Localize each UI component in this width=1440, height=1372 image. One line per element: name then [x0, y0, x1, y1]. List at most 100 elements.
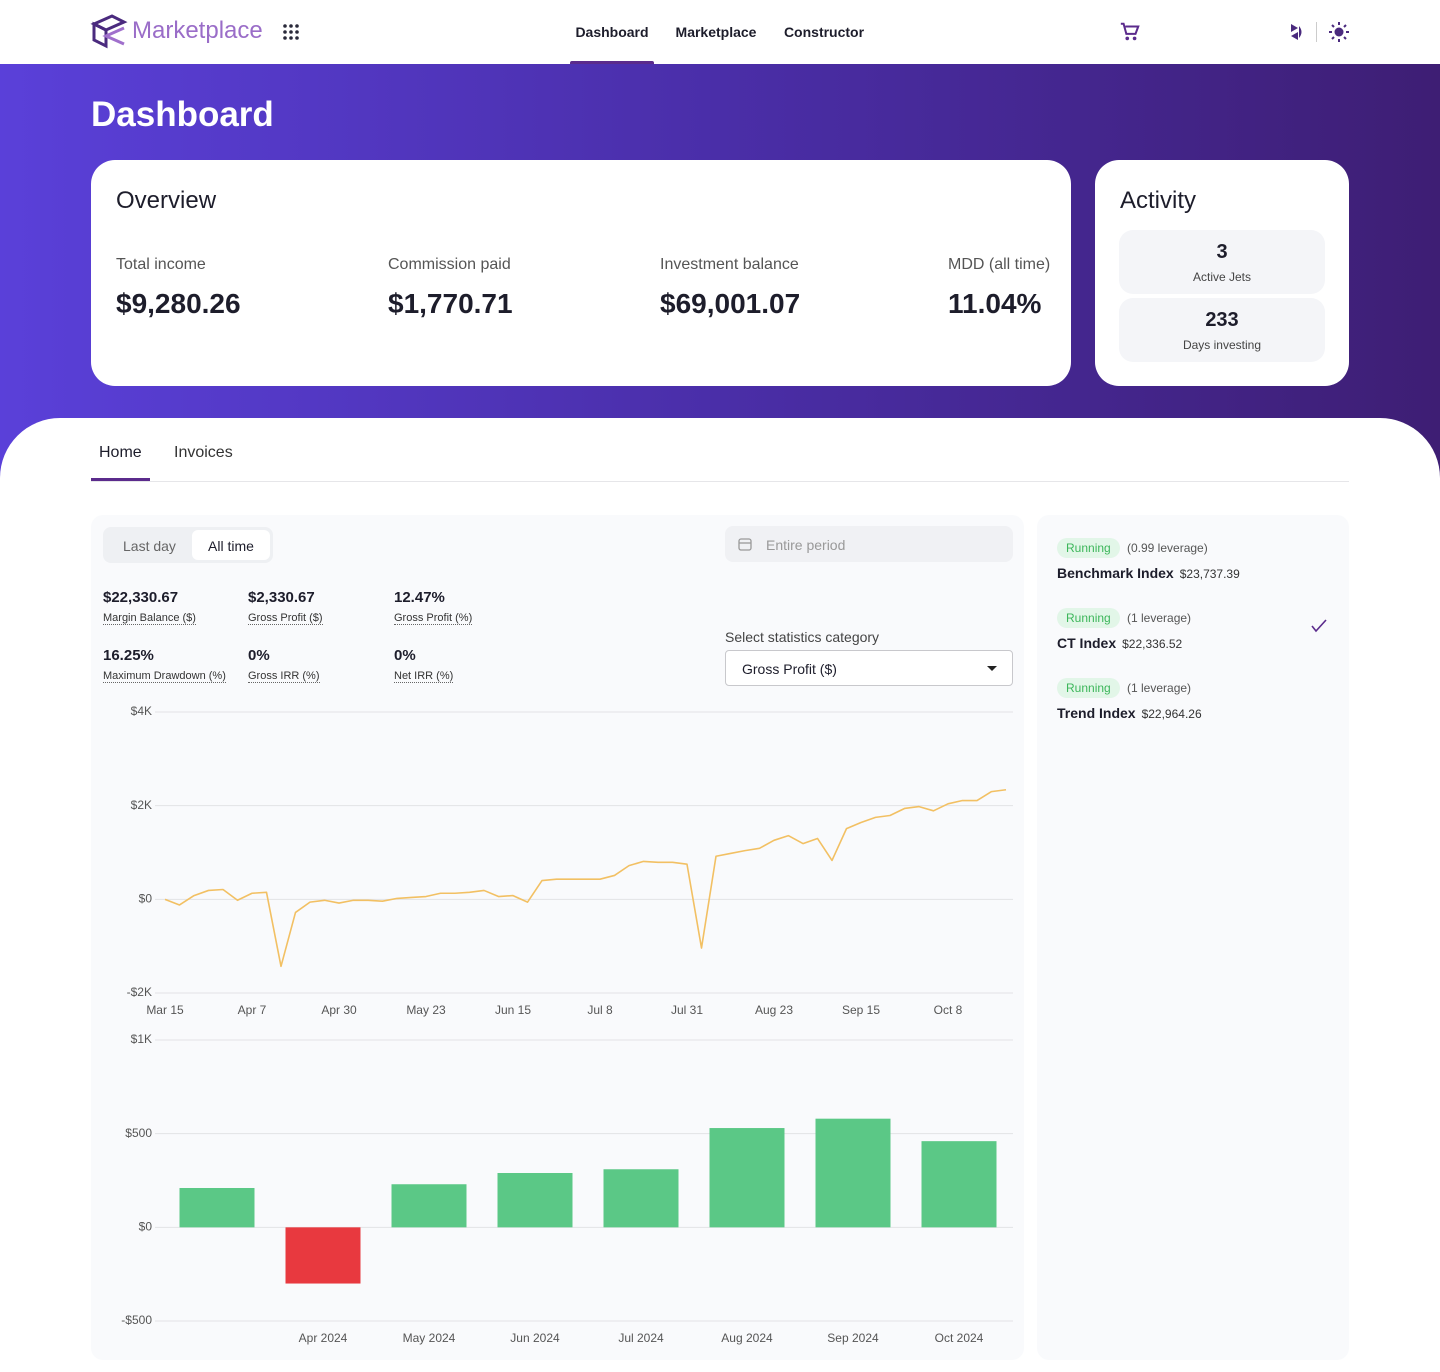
status-badge: Running — [1057, 608, 1120, 628]
leverage: (0.99 leverage) — [1127, 541, 1208, 555]
metric-label: MDD (all time) — [948, 256, 1051, 273]
nav-link[interactable]: Dashboard — [575, 24, 649, 40]
cart-icon[interactable] — [1119, 21, 1141, 43]
metric-value: 11.04% — [948, 288, 1042, 319]
activity-card: Activity 3 Active Jets 233 Days investin… — [1095, 160, 1349, 386]
jet-title: Benchmark Index — [1057, 565, 1174, 581]
stat-value: 0% — [248, 647, 270, 664]
nav-active-indicator — [570, 61, 654, 64]
stat-label: Maximum Drawdown (%) — [103, 670, 226, 683]
bar — [603, 1169, 679, 1228]
x-tick-label: Apr 2024 — [299, 1331, 348, 1345]
activity-label: Days investing — [1182, 338, 1262, 352]
stat-value: 12.47% — [394, 589, 445, 606]
metric-label: Total income — [116, 256, 206, 273]
jet-name[interactable]: Trend Index $22,964.26 — [1057, 705, 1202, 721]
nav-link[interactable]: Constructor — [783, 24, 865, 40]
bar — [179, 1187, 255, 1228]
tab-indicator — [91, 478, 150, 481]
toggle-option[interactable]: Last day — [123, 538, 176, 554]
metric-label: Commission paid — [388, 256, 511, 273]
dropdown-caret — [987, 666, 997, 671]
bar — [815, 1118, 891, 1228]
toggle-option[interactable]: All time — [208, 538, 254, 554]
x-tick-label: Sep 2024 — [827, 1331, 879, 1345]
stat-value: $2,330.67 — [248, 589, 315, 606]
bar — [921, 1141, 997, 1228]
stat-value: 0% — [394, 647, 416, 664]
jet-amount: $22,964.26 — [1141, 707, 1202, 721]
category-select[interactable]: Gross Profit ($) — [725, 650, 1013, 686]
y-tick-label: $500 — [125, 1126, 152, 1140]
y-tick-label: -$2K — [127, 985, 152, 999]
x-tick-label: May 2024 — [403, 1331, 456, 1345]
activity-label: Active Jets — [1192, 270, 1252, 284]
jet-amount: $23,737.39 — [1179, 567, 1240, 581]
top-bar: Marketplace Dashboard Marketplace Constr… — [0, 0, 1440, 64]
theme-icon[interactable] — [1329, 22, 1349, 42]
stat-label: Net IRR (%) — [394, 670, 454, 683]
x-tick-label: Oct 2024 — [935, 1331, 984, 1345]
activity-item: 233 Days investing — [1119, 298, 1325, 362]
jet-title: Trend Index — [1057, 705, 1136, 721]
y-tick-label: $2K — [131, 798, 152, 812]
card-title: Overview — [116, 187, 217, 214]
x-tick-label: Jul 2024 — [618, 1331, 664, 1345]
x-tick-label: Jun 15 — [495, 1003, 531, 1017]
y-tick-label: $1K — [131, 1032, 152, 1046]
toggle-active — [192, 530, 270, 560]
apps-icon[interactable] — [283, 24, 299, 40]
jet-title: CT Index — [1057, 635, 1117, 651]
jet-amount: $22,336.52 — [1122, 637, 1183, 651]
jets-panel — [1037, 515, 1349, 1360]
activity-value: 3 — [1216, 241, 1228, 263]
tabs-divider — [91, 481, 1349, 482]
overview-card: Overview Total income $9,280.26 Commissi… — [91, 160, 1071, 386]
divider — [1316, 22, 1317, 42]
brand[interactable]: Marketplace — [132, 17, 263, 44]
y-tick-label: -$500 — [121, 1313, 152, 1327]
stat-value: 16.25% — [103, 647, 154, 664]
x-tick-label: Sep 15 — [842, 1003, 880, 1017]
x-tick-label: Oct 8 — [934, 1003, 963, 1017]
leverage: (1 leverage) — [1127, 611, 1192, 625]
x-tick-label: Jul 31 — [671, 1003, 703, 1017]
logo-icon — [90, 14, 128, 49]
nav-link[interactable]: Marketplace — [675, 24, 757, 40]
activity-value: 233 — [1205, 309, 1239, 331]
date-filter[interactable]: Entire period — [725, 526, 1013, 562]
x-tick-label: Mar 15 — [146, 1003, 184, 1017]
page-title: Dashboard — [91, 95, 274, 134]
jet-name[interactable]: Benchmark Index $23,737.39 — [1057, 565, 1240, 581]
stat-label: Gross Profit ($) — [248, 612, 323, 625]
select-label: Select statistics category — [725, 629, 880, 645]
x-tick-label: May 23 — [406, 1003, 446, 1017]
x-tick-label: Aug 2024 — [721, 1331, 773, 1345]
period-toggle: Last day All time — [103, 527, 273, 563]
y-tick-label: $0 — [139, 1220, 153, 1234]
x-tick-label: Jun 2024 — [510, 1331, 560, 1345]
y-tick-label: $4K — [131, 704, 152, 718]
account-icon[interactable] — [1289, 23, 1305, 41]
stat-label: Gross Profit (%) — [394, 612, 473, 625]
line-series — [164, 788, 1007, 968]
bar — [391, 1184, 467, 1228]
calendar-icon — [738, 538, 752, 551]
tab[interactable]: Invoices — [174, 444, 233, 461]
tab[interactable]: Home — [99, 444, 142, 461]
x-tick-label: Apr 7 — [238, 1003, 267, 1017]
card-title: Activity — [1120, 187, 1197, 214]
bar — [497, 1173, 573, 1228]
leverage: (1 leverage) — [1127, 681, 1192, 695]
metric-value: $9,280.26 — [116, 288, 241, 319]
jet-name[interactable]: CT Index $22,336.52 — [1057, 635, 1182, 651]
activity-item: 3 Active Jets — [1119, 230, 1325, 294]
date-filter-text: Entire period — [766, 537, 846, 553]
status-badge: Running — [1057, 538, 1120, 558]
x-tick-label: Jul 8 — [587, 1003, 613, 1017]
stat-label: Gross IRR (%) — [248, 670, 320, 683]
metric-label: Investment balance — [660, 256, 799, 273]
stat-label: Margin Balance ($) — [103, 612, 196, 625]
